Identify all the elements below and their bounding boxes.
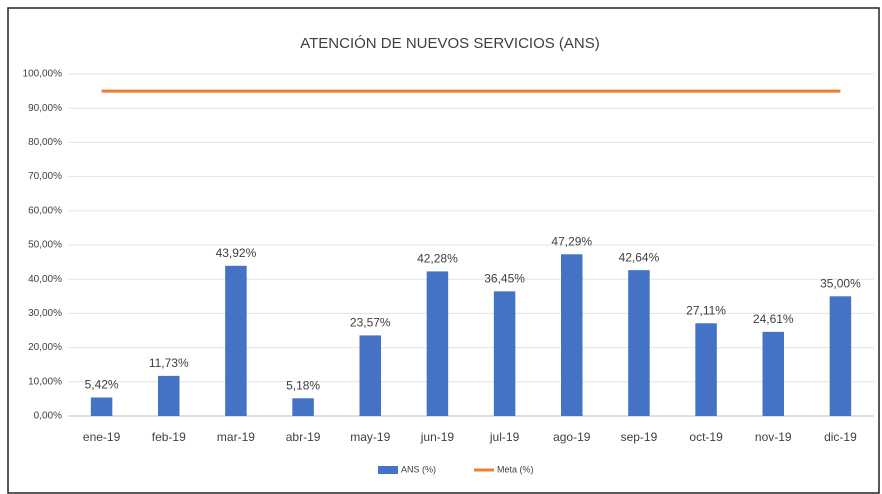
- x-tick-label: ene-19: [83, 430, 121, 444]
- value-label: 47,29%: [551, 234, 592, 248]
- value-label: 35,00%: [820, 276, 861, 290]
- chart-frame: [7, 7, 880, 494]
- value-label: 23,57%: [350, 316, 391, 330]
- bar: [426, 271, 449, 416]
- chart-title: ATENCIÓN DE NUEVOS SERVICIOS (ANS): [300, 35, 600, 52]
- value-label: 5,18%: [286, 378, 320, 392]
- legend-swatch: [378, 466, 398, 474]
- value-label: 11,73%: [149, 356, 189, 370]
- value-label: 36,45%: [484, 272, 525, 286]
- x-tick-label: dic-19: [824, 430, 857, 444]
- bar: [225, 265, 247, 416]
- y-tick-label: 60,00%: [28, 205, 62, 216]
- y-tick-label: 100,00%: [23, 69, 63, 80]
- x-tick-label: feb-19: [152, 430, 186, 444]
- x-tick-label: sep-19: [621, 430, 658, 444]
- y-tick-label: 40,00%: [28, 274, 62, 285]
- bar: [359, 335, 381, 416]
- y-tick-label: 70,00%: [28, 171, 62, 182]
- x-tick-label: jun-19: [420, 430, 455, 444]
- x-tick-label: ago-19: [553, 430, 591, 444]
- y-tick-label: 30,00%: [28, 308, 62, 319]
- bar: [493, 291, 516, 416]
- x-tick-label: nov-19: [755, 430, 792, 444]
- bar: [829, 296, 852, 416]
- bar: [90, 397, 113, 416]
- x-tick-label: jul-19: [489, 430, 520, 444]
- x-tick-label: abr-19: [286, 430, 321, 444]
- value-label: 24,61%: [753, 312, 794, 326]
- bar: [628, 270, 650, 416]
- legend-label: Meta (%): [497, 464, 534, 474]
- legend-label: ANS (%): [401, 464, 436, 474]
- value-label: 42,64%: [619, 250, 660, 264]
- x-tick-label: mar-19: [217, 430, 255, 444]
- bar: [561, 254, 583, 416]
- x-tick-label: may-19: [350, 430, 390, 444]
- y-tick-label: 50,00%: [28, 240, 62, 251]
- y-tick-label: 20,00%: [28, 342, 62, 353]
- value-label: 42,28%: [417, 252, 458, 266]
- value-label: 27,11%: [686, 303, 726, 317]
- bar: [292, 398, 314, 416]
- value-label: 5,42%: [85, 378, 119, 392]
- bar: [158, 375, 180, 416]
- x-tick-label: oct-19: [689, 430, 723, 444]
- y-tick-label: 0,00%: [34, 411, 62, 422]
- value-label: 43,92%: [216, 246, 257, 260]
- y-tick-label: 80,00%: [28, 137, 62, 148]
- bar: [762, 331, 784, 416]
- y-tick-label: 10,00%: [28, 376, 62, 387]
- y-tick-label: 90,00%: [28, 103, 62, 114]
- bar: [695, 323, 717, 416]
